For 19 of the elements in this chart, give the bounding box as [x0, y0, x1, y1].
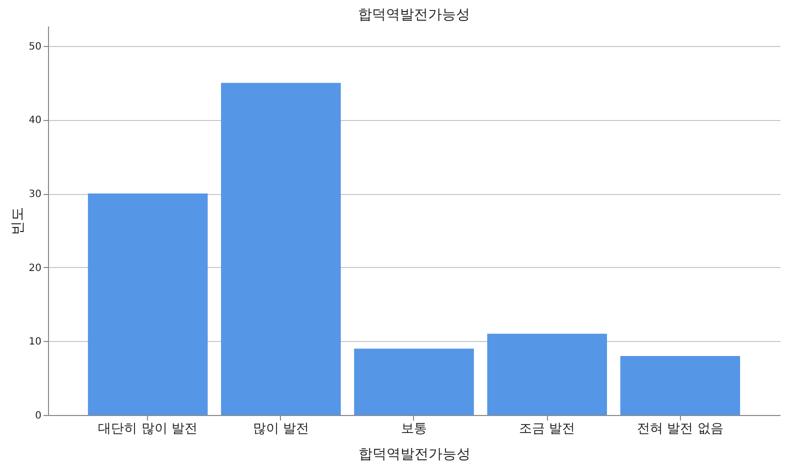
x-axis-title: 합덕역발전가능성	[358, 446, 470, 462]
x-tick-label: 많이 발전	[252, 422, 309, 436]
y-axis-title: 빈도	[10, 207, 26, 235]
bar	[487, 334, 607, 415]
x-tick-label: 조금 발전	[519, 422, 576, 436]
x-tick-label: 대단히 많이 발전	[98, 422, 198, 436]
x-tick-label: 보통	[401, 422, 427, 436]
bar	[221, 82, 341, 415]
y-tick-label: 40	[28, 115, 42, 126]
bar	[88, 194, 208, 415]
y-tick-label: 20	[28, 262, 42, 274]
y-tick-label: 30	[28, 189, 42, 200]
bar	[354, 348, 474, 415]
y-tick-label: 0	[35, 410, 42, 422]
bar	[620, 356, 740, 415]
y-tick-label: 10	[28, 336, 42, 348]
x-tick-label: 전혀 발전 없음	[637, 422, 724, 436]
y-tick-label: 50	[28, 41, 42, 52]
chart-title: 합덕역발전가능성	[358, 7, 470, 23]
